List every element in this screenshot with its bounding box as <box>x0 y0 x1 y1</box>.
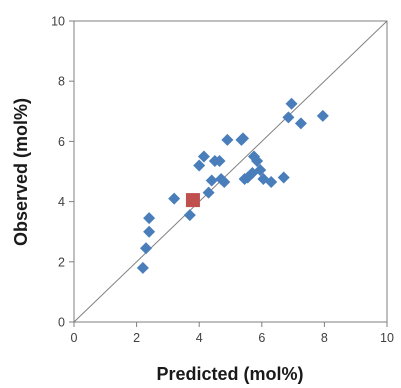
plot-frame <box>73 20 388 323</box>
data-point-diamond <box>143 225 156 238</box>
data-point-diamond <box>168 192 181 205</box>
x-axis-title: Predicted (mol%) <box>156 364 303 384</box>
data-point-diamond <box>285 97 298 110</box>
y-tick-label: 0 <box>58 316 65 330</box>
x-tick-label: 8 <box>321 331 328 345</box>
x-tick-label: 0 <box>71 331 78 345</box>
data-point-diamond <box>316 109 329 122</box>
data-point-diamond <box>136 261 149 274</box>
reference-line <box>73 20 388 323</box>
x-tick-label: 2 <box>133 331 140 345</box>
data-point-diamond <box>143 212 156 225</box>
data-point-diamond <box>282 111 295 124</box>
y-axis-title: Observed (mol%) <box>11 98 31 246</box>
data-point-diamond <box>205 174 218 187</box>
data-point-square <box>185 193 200 208</box>
y-tick-label: 8 <box>58 75 65 89</box>
y-tick-label: 6 <box>58 135 65 149</box>
data-point-diamond <box>277 171 290 184</box>
x-tick-label: 10 <box>380 331 394 345</box>
y-tick-label: 4 <box>58 195 65 209</box>
data-point-diamond <box>202 186 215 199</box>
data-point-diamond <box>193 159 206 172</box>
y-tick-label: 2 <box>58 255 65 269</box>
data-point-diamond <box>265 176 278 189</box>
data-point-diamond <box>197 150 210 163</box>
data-point-diamond <box>213 154 226 167</box>
x-tick-label: 6 <box>258 331 265 345</box>
data-point-diamond <box>294 117 307 130</box>
data-point-diamond <box>237 132 250 145</box>
data-point-diamond <box>251 154 264 167</box>
data-point-diamond <box>218 176 231 189</box>
data-point-diamond <box>139 242 152 255</box>
data-point-diamond <box>254 163 267 176</box>
x-tick-label: 4 <box>196 331 203 345</box>
data-point-diamond <box>183 209 196 222</box>
y-tick-label: 10 <box>51 15 65 29</box>
data-point-diamond <box>221 133 234 146</box>
